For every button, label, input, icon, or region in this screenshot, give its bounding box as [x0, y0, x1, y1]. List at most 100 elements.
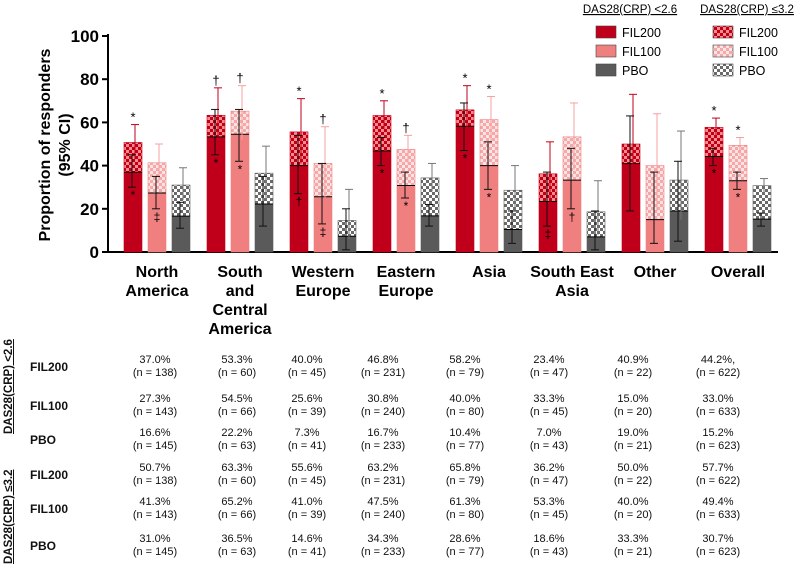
legend-swatch — [595, 44, 617, 58]
significance-mark: * — [487, 190, 492, 204]
table-cell-n: (n = 39) — [287, 406, 327, 418]
table-cell: 65.8% (n = 79) — [423, 462, 507, 488]
table-cell-n: (n = 80) — [445, 406, 485, 418]
legend-swatch — [595, 25, 617, 39]
table-cell-n: (n = 39) — [287, 509, 327, 521]
bar-das26 — [231, 134, 249, 252]
table-cell-n: (n = 79) — [445, 475, 485, 487]
significance-mark: † — [212, 73, 219, 88]
table-group-label: DAS28(CRP) ≤3.2 — [3, 469, 15, 564]
table-cell-percent: 33.3% — [617, 533, 649, 545]
table-cell-percent: 14.6% — [291, 533, 323, 545]
table-cell: 33.0% (n = 633) — [676, 393, 760, 419]
category-label: South — [217, 264, 262, 281]
bar-das26 — [539, 201, 557, 252]
category-label: Europe — [378, 283, 433, 300]
table-cell: 37.0% (n = 138) — [113, 354, 197, 380]
legend-label: PBO — [739, 64, 766, 78]
table-cell-percent: 33.0% — [702, 393, 734, 405]
legend-label: FIL200 — [739, 26, 778, 40]
table-cell-n: (n = 143) — [132, 406, 178, 418]
category-label: North — [136, 264, 179, 281]
category-label: Central — [212, 302, 267, 319]
table-cell: 14.6% (n = 41) — [265, 533, 349, 559]
bar-das26 — [729, 180, 747, 252]
table-cell-percent: 23.4% — [533, 354, 565, 366]
table-cell: 19.0% (n = 21) — [591, 427, 675, 453]
table-cell-n: (n = 145) — [132, 440, 178, 452]
table-cell-n: (n = 623) — [695, 546, 741, 558]
y-tick-label: 20 — [80, 200, 99, 219]
bar-das26 — [421, 215, 439, 252]
y-tick-label: 80 — [80, 70, 99, 89]
bar-das26 — [172, 216, 190, 252]
table-cell: 33.3% (n = 45) — [507, 393, 591, 419]
table-cell-n: (n = 77) — [445, 546, 485, 558]
y-axis-label: Proportion of responders — [37, 48, 54, 241]
table-cell: 33.3% (n = 21) — [591, 533, 675, 559]
table-cell-n: (n = 79) — [445, 367, 485, 379]
table-cell-percent: 54.5% — [221, 393, 253, 405]
table-cell-n: (n = 45) — [287, 475, 327, 487]
table-cell-percent: 22.2% — [221, 427, 253, 439]
table-cell-percent: 25.6% — [291, 393, 323, 405]
bar-das26 — [587, 236, 605, 252]
table-cell: 61.3% (n = 80) — [423, 496, 507, 522]
y-tick-label: 0 — [90, 243, 99, 262]
table-cell-percent: 47.5% — [367, 496, 399, 508]
table-cell: 40.0% (n = 80) — [423, 393, 507, 419]
table-cell: 25.6% (n = 39) — [265, 393, 349, 419]
table-cell-n: (n = 622) — [695, 475, 741, 487]
table-cell: 40.0% (n = 20) — [591, 496, 675, 522]
table-cell: 54.5% (n = 66) — [195, 393, 279, 419]
responder-bar-chart: 0 20 40 60 80 100 Proportion of responders (95%… — [37, 4, 794, 338]
table-cell-n: (n = 63) — [217, 546, 257, 558]
table-cell-n: (n = 138) — [132, 367, 178, 379]
table-cell-percent: 55.6% — [291, 462, 323, 474]
y-tick-label: 100 — [71, 27, 99, 46]
table-cell: 16.7% (n = 233) — [341, 427, 425, 453]
y-tick-label: 40 — [80, 157, 99, 176]
bar-das26 — [504, 229, 522, 252]
table-cell-percent: 18.6% — [533, 533, 565, 545]
table-cell-n: (n = 60) — [217, 475, 257, 487]
table-cell-n: (n = 231) — [360, 475, 406, 487]
table-cell: 40.9% (n = 22) — [591, 354, 675, 380]
category-label: and — [226, 283, 254, 300]
significance-mark: ‡ — [154, 210, 161, 224]
legend-swatch — [712, 63, 734, 77]
bar-das26 — [670, 210, 688, 252]
table-cell: 36.2% (n = 47) — [507, 462, 591, 488]
table-cell-percent: 40.0% — [449, 393, 481, 405]
category-label: Western — [292, 264, 355, 281]
table-cell-n: (n = 20) — [613, 406, 653, 418]
category-label: Overall — [711, 264, 765, 281]
table-cell: 41.0% (n = 39) — [265, 496, 349, 522]
significance-mark: † — [319, 112, 326, 127]
table-cell-percent: 33.3% — [533, 393, 565, 405]
table-cell-percent: 19.0% — [617, 427, 649, 439]
table-cell: 10.4% (n = 77) — [423, 427, 507, 453]
table-cell: 65.2% (n = 66) — [195, 496, 279, 522]
significance-mark: ‡ — [320, 225, 327, 239]
table-cell-percent: 58.2% — [449, 354, 481, 366]
table-cell-n: (n = 22) — [613, 475, 653, 487]
table-cell-percent: 50.7% — [139, 462, 171, 474]
table-cell-n: (n = 138) — [132, 475, 178, 487]
table-cell: 30.8% (n = 240) — [341, 393, 425, 419]
significance-mark: * — [404, 199, 409, 213]
table-cell-n: (n = 143) — [132, 509, 178, 521]
table-cell-n: (n = 41) — [287, 440, 327, 452]
table-cell-n: (n = 66) — [217, 509, 257, 521]
y-tick-label: 60 — [80, 113, 99, 132]
table-cell-percent: 30.8% — [367, 393, 399, 405]
table-cell-n: (n = 240) — [360, 509, 406, 521]
table-cell: 41.3% (n = 143) — [113, 496, 197, 522]
table-cell-n: (n = 66) — [217, 406, 257, 418]
table-row-label: FIL200 — [30, 360, 69, 374]
category-label: Asia — [472, 264, 506, 281]
table-cell: 15.0% (n = 20) — [591, 393, 675, 419]
table-cell-n: (n = 21) — [613, 440, 653, 452]
table-row-label: FIL100 — [30, 399, 69, 413]
table-cell-n: (n = 233) — [360, 440, 406, 452]
